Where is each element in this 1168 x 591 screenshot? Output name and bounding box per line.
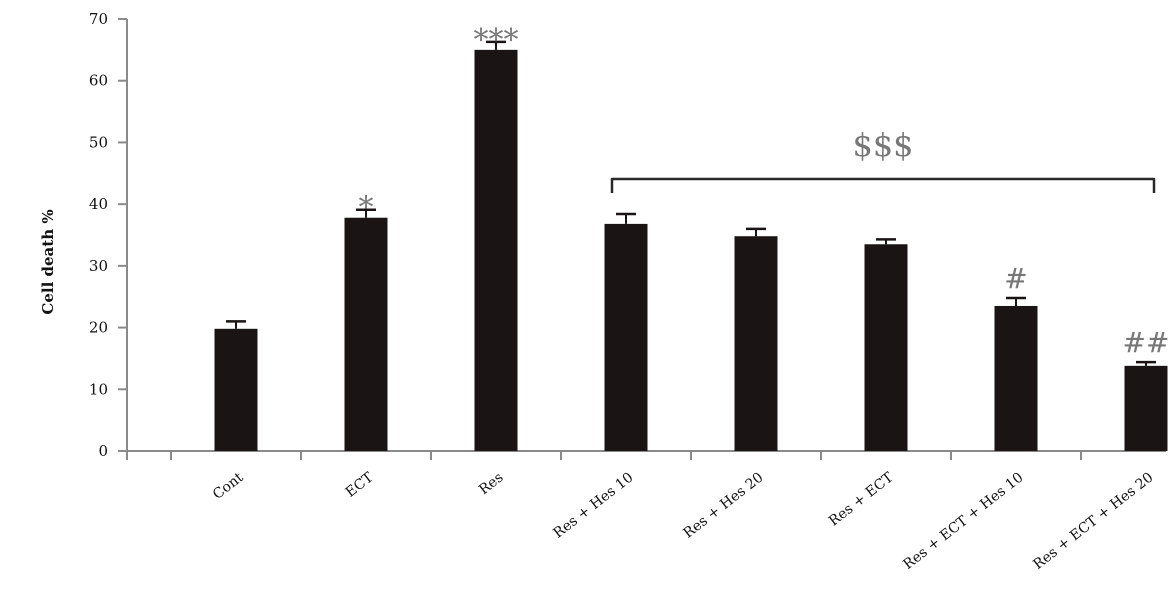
bar: [474, 49, 518, 451]
y-tick-label: 10: [89, 380, 108, 398]
bar: [1124, 365, 1168, 451]
error-bar: [616, 212, 636, 224]
bar: [864, 244, 908, 451]
error-bar: [226, 320, 246, 329]
y-tick-label: 40: [89, 195, 108, 213]
error-bar: [746, 227, 766, 237]
bars: [214, 40, 1168, 451]
y-tick-label: 20: [89, 319, 108, 337]
x-axis: Cont ECT Res Res + Hes 10 Res + Hes 20 Res + …: [126, 450, 1166, 573]
y-tick-label: 60: [89, 72, 108, 90]
significance-marker: #: [1004, 262, 1027, 295]
error-bar: [876, 238, 896, 245]
annotations: ****###$$$: [359, 23, 1168, 359]
bar: [994, 305, 1038, 451]
y-tick-label: 30: [89, 257, 108, 275]
y-tick-label: 0: [98, 442, 108, 460]
x-category-label: Cont: [210, 469, 247, 503]
x-category-label: Res + Hes 20: [680, 470, 766, 542]
error-bar: [1136, 360, 1156, 366]
bar: [344, 217, 388, 451]
x-category-label: Res + Hes 10: [550, 470, 636, 542]
y-axis: 0 10 20 30 40 50 60 70: [89, 10, 128, 460]
y-tick-label: 70: [89, 10, 108, 28]
y-axis-title: Cell death %: [39, 209, 57, 314]
x-category-label: Res + ECT + Hes 10: [900, 470, 1026, 573]
x-category-label: Res + ECT + Hes 20: [1030, 470, 1156, 573]
significance-marker: ***: [474, 23, 519, 58]
error-bar: [1006, 296, 1026, 306]
x-category-label: Res + ECT: [826, 469, 897, 529]
bar: [604, 223, 648, 451]
x-category-label: Res: [476, 470, 506, 499]
bracket-label: $$$: [852, 126, 913, 164]
comparison-bracket: [610, 177, 1156, 193]
bar: [734, 236, 778, 451]
significance-marker: ##: [1123, 326, 1168, 359]
error-bar: [486, 40, 506, 50]
bar: [214, 328, 258, 451]
error-bar: [356, 208, 376, 218]
x-category-label: ECT: [343, 469, 377, 501]
significance-marker: *: [359, 191, 374, 226]
y-tick-label: 50: [89, 133, 108, 151]
